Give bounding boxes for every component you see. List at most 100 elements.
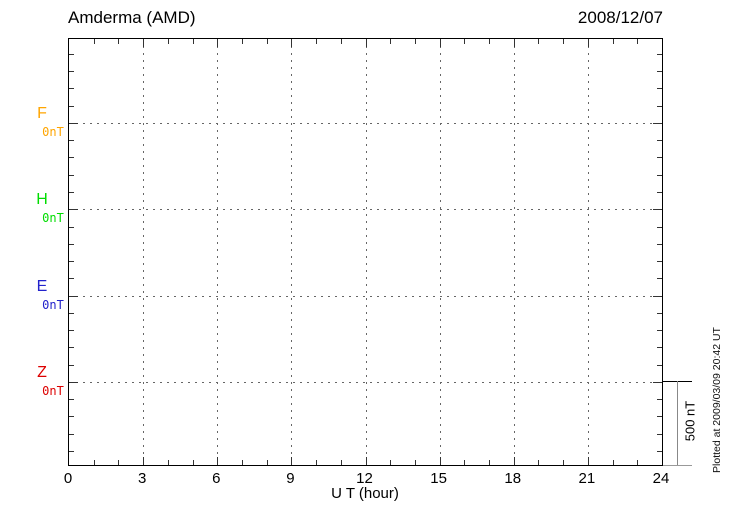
x-tick-top — [242, 39, 243, 44]
gridline-vertical — [143, 39, 144, 465]
y-tick-right — [657, 434, 662, 435]
y-tick-right — [657, 71, 662, 72]
y-tick-left — [69, 278, 74, 279]
x-tick-bottom — [415, 460, 416, 465]
y-tick-right — [657, 451, 662, 452]
x-tick-bottom — [341, 460, 342, 465]
y-tick-right — [657, 330, 662, 331]
y-tick-right — [657, 88, 662, 89]
y-tick-right — [657, 54, 662, 55]
y-tick-right — [657, 347, 662, 348]
x-tick-bottom — [440, 457, 441, 465]
x-tick-top — [366, 39, 367, 47]
y-tick-left — [69, 382, 78, 383]
y-tick-left — [69, 365, 74, 366]
y-tick-left — [69, 123, 78, 124]
scale-bar-bottom-tick — [663, 465, 692, 466]
x-tick-top — [193, 39, 194, 44]
x-tick-bottom — [563, 460, 564, 465]
y-tick-left — [69, 313, 74, 314]
x-tick-label: 18 — [504, 470, 522, 487]
gridline-vertical — [291, 39, 292, 465]
x-tick-label: 0 — [63, 470, 73, 487]
gridline-vertical — [217, 39, 218, 465]
y-tick-left — [69, 296, 78, 297]
x-tick-label: 3 — [137, 470, 147, 487]
y-tick-left — [69, 451, 74, 452]
x-tick-top — [538, 39, 539, 44]
x-tick-bottom — [637, 460, 638, 465]
y-tick-right — [657, 106, 662, 107]
y-tick-right — [657, 175, 662, 176]
x-tick-bottom — [464, 460, 465, 465]
y-tick-left — [69, 157, 74, 158]
x-axis-title: U T (hour) — [331, 485, 399, 502]
x-tick-label: 9 — [286, 470, 295, 487]
gridline-horizontal-baseline — [69, 209, 662, 210]
x-tick-top — [415, 39, 416, 44]
x-tick-bottom — [242, 460, 243, 465]
x-tick-top — [390, 39, 391, 44]
y-tick-left — [69, 330, 74, 331]
x-tick-bottom — [390, 460, 391, 465]
gridline-horizontal-baseline — [69, 382, 662, 383]
component-baseline-value-F: 0nT — [42, 125, 64, 139]
scale-bar-line — [677, 381, 678, 466]
y-tick-right — [657, 416, 662, 417]
y-tick-left — [69, 54, 74, 55]
x-tick-top — [514, 39, 515, 47]
gridline-vertical — [366, 39, 367, 465]
x-tick-top — [291, 39, 292, 47]
x-tick-top — [217, 39, 218, 47]
x-tick-bottom — [193, 460, 194, 465]
x-tick-label: 12 — [356, 470, 373, 487]
x-tick-top — [316, 39, 317, 44]
x-tick-bottom — [94, 460, 95, 465]
plotted-at-note: Plotted at 2009/03/09 20:42 UT — [711, 327, 723, 473]
x-tick-bottom — [291, 457, 292, 465]
x-tick-label: 24 — [652, 470, 670, 487]
y-tick-right — [653, 296, 662, 297]
y-tick-right — [657, 399, 662, 400]
x-tick-top — [563, 39, 564, 44]
gridline-vertical — [514, 39, 515, 465]
y-tick-right — [653, 123, 662, 124]
plot-area — [68, 38, 663, 466]
x-tick-bottom — [514, 457, 515, 465]
y-tick-right — [657, 278, 662, 279]
x-tick-bottom — [588, 457, 589, 465]
y-tick-right — [657, 140, 662, 141]
x-tick-top — [267, 39, 268, 44]
y-tick-right — [657, 261, 662, 262]
component-label-Z: Z — [37, 364, 47, 381]
x-tick-bottom — [366, 457, 367, 465]
y-tick-right — [653, 209, 662, 210]
component-label-F: F — [37, 105, 47, 122]
component-baseline-value-E: 0nT — [42, 298, 64, 312]
x-tick-label: 21 — [578, 470, 596, 487]
x-tick-top — [341, 39, 342, 44]
gridline-vertical — [440, 39, 441, 465]
x-tick-bottom — [168, 460, 169, 465]
x-tick-top — [588, 39, 589, 47]
y-tick-left — [69, 399, 74, 400]
x-tick-top — [637, 39, 638, 44]
x-tick-top — [489, 39, 490, 44]
y-tick-left — [69, 71, 74, 72]
y-tick-left — [69, 88, 74, 89]
x-tick-bottom — [118, 460, 119, 465]
y-tick-left — [69, 140, 74, 141]
x-tick-bottom — [217, 457, 218, 465]
x-tick-label: 6 — [212, 470, 221, 487]
component-label-H: H — [36, 191, 48, 208]
x-tick-top — [613, 39, 614, 44]
x-tick-bottom — [267, 460, 268, 465]
x-tick-bottom — [538, 460, 539, 465]
scale-bar-label: 500 nT — [682, 400, 698, 442]
y-tick-left — [69, 434, 74, 435]
x-tick-top — [464, 39, 465, 44]
x-tick-top — [143, 39, 144, 47]
x-tick-label: 15 — [430, 470, 447, 487]
component-label-E: E — [36, 278, 48, 295]
y-tick-right — [657, 227, 662, 228]
